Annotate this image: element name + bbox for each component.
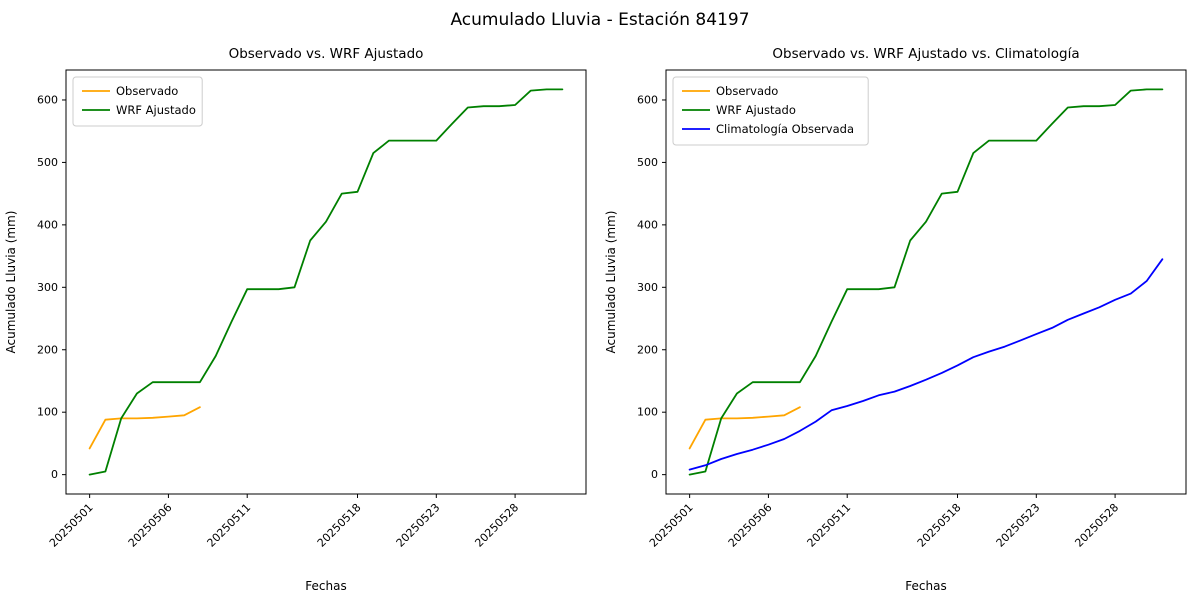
- left-chart-canvas: Observado vs. WRF Ajustado Fechas Acumulad…: [4, 46, 587, 593]
- y-tick-label: 100: [637, 406, 658, 419]
- x-tick-label: 20250511: [205, 501, 254, 550]
- right-chart-canvas: Observado vs. WRF Ajustado vs. Climatolo…: [604, 46, 1187, 593]
- chart-title: Observado vs. WRF Ajustado vs. Climatolo…: [772, 46, 1079, 62]
- x-axis-label: Fechas: [305, 579, 346, 593]
- x-tick-label: 20250523: [994, 501, 1043, 550]
- y-tick-label: 500: [37, 156, 58, 169]
- x-tick-label: 20250501: [647, 501, 696, 550]
- y-tick-label: 200: [637, 343, 658, 356]
- chart-title: Observado vs. WRF Ajustado: [229, 46, 424, 62]
- x-tick-label: 20250528: [472, 501, 521, 550]
- x-tick-label: 20250506: [126, 501, 175, 550]
- legend: Observado WRF Ajustado Climatología Observ…: [672, 76, 869, 146]
- x-tick-label: 20250501: [47, 501, 96, 550]
- y-tick-label: 300: [637, 281, 658, 294]
- x-tick-label: 20250511: [805, 501, 854, 550]
- legend-label-observado: Observado: [716, 84, 778, 98]
- axes-border: [65, 69, 587, 495]
- x-axis-label: Fechas: [905, 579, 946, 593]
- y-tick-label: 600: [37, 93, 58, 106]
- legend-label-observado: Observado: [116, 84, 178, 98]
- y-axis-label: Acumulado Lluvia (mm): [4, 211, 18, 354]
- subplot-right: Observado vs. WRF Ajustado vs. Climatolo…: [600, 34, 1200, 600]
- x-tick-label: 20250518: [315, 501, 364, 550]
- y-tick-label: 0: [651, 468, 658, 481]
- y-axis-label: Acumulado Lluvia (mm): [604, 211, 618, 354]
- legend: Observado WRF Ajustado: [72, 76, 203, 127]
- legend-label-wrf-ajustado: WRF Ajustado: [116, 103, 196, 117]
- y-tick-label: 600: [637, 93, 658, 106]
- legend-label-wrf-ajustado: WRF Ajustado: [716, 103, 796, 117]
- x-tick-label: 20250528: [1072, 501, 1121, 550]
- legend-box: [672, 76, 869, 146]
- x-tick-label: 20250518: [915, 501, 964, 550]
- series-line-wrf-ajustado: [88, 88, 564, 476]
- x-tick-label: 20250506: [726, 501, 775, 550]
- y-tick-label: 500: [637, 156, 658, 169]
- series-line-climatologi-a-observada: [688, 258, 1164, 471]
- y-tick-label: 0: [51, 468, 58, 481]
- y-tick-label: 100: [37, 406, 58, 419]
- y-tick-label: 300: [37, 281, 58, 294]
- charts-row: Observado vs. WRF Ajustado Fechas Acumulad…: [0, 34, 1200, 600]
- y-tick-label: 400: [637, 218, 658, 231]
- x-tick-label: 20250523: [394, 501, 443, 550]
- series-line-wrf-ajustado: [688, 88, 1164, 476]
- subplot-left: Observado vs. WRF Ajustado Fechas Acumulad…: [0, 34, 600, 600]
- legend-box: [72, 76, 203, 127]
- series-line-observado: [88, 406, 201, 450]
- legend-label-climatologi-a-observada: Climatología Observada: [716, 122, 854, 136]
- figure-title: Acumulado Lluvia - Estación 84197: [450, 10, 750, 30]
- y-tick-label: 400: [37, 218, 58, 231]
- series-line-observado: [688, 406, 801, 450]
- y-tick-label: 200: [37, 343, 58, 356]
- axes-border: [665, 69, 1187, 495]
